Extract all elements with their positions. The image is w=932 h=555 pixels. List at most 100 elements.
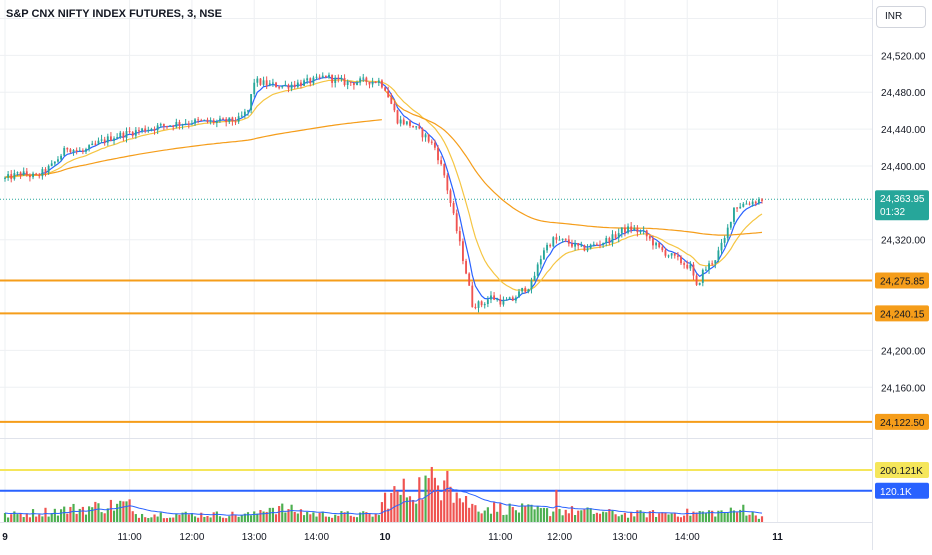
volume-bar bbox=[574, 515, 577, 522]
volume-bar bbox=[265, 511, 268, 522]
volume-bar bbox=[368, 513, 371, 522]
volume-bar bbox=[564, 509, 567, 522]
volume-bar bbox=[483, 510, 486, 522]
candle-body bbox=[324, 75, 327, 78]
volume-bar bbox=[147, 518, 150, 522]
candle-body bbox=[113, 138, 115, 141]
volume-bar bbox=[745, 515, 748, 522]
candle-body bbox=[119, 132, 122, 138]
volume-bar bbox=[505, 514, 508, 522]
candle-body bbox=[150, 128, 153, 130]
candle-body bbox=[268, 83, 271, 86]
candle-body bbox=[334, 77, 337, 83]
volume-bar bbox=[602, 511, 605, 522]
candle-body bbox=[371, 81, 374, 85]
volume-bar bbox=[106, 508, 109, 522]
volume-bar bbox=[471, 503, 474, 522]
volume-bar bbox=[72, 503, 75, 522]
volume-bar bbox=[100, 512, 103, 522]
candle-body bbox=[704, 269, 707, 271]
time-axis[interactable]: 9 11:00 12:00 13:00 14:00 10 11:00 12:00 13:00 14… bbox=[2, 532, 783, 543]
candle-body bbox=[421, 128, 424, 138]
volume-bar bbox=[203, 516, 206, 522]
candle-body bbox=[10, 174, 13, 180]
candle-body bbox=[265, 80, 268, 86]
volume-bar bbox=[477, 511, 480, 522]
candle-body bbox=[583, 245, 586, 251]
volume-bar bbox=[399, 494, 402, 522]
candle-body bbox=[689, 264, 692, 269]
volume-bar bbox=[620, 514, 623, 522]
volume-pane bbox=[3, 466, 764, 522]
volume-bar bbox=[729, 507, 732, 522]
volume-bar bbox=[271, 507, 274, 522]
candle-body bbox=[222, 118, 224, 120]
candle-body bbox=[667, 255, 670, 257]
candle-body bbox=[278, 87, 281, 89]
volume-bar bbox=[630, 512, 633, 522]
horizontal-lines bbox=[0, 198, 872, 492]
candle-body bbox=[32, 173, 34, 178]
volume-bar bbox=[299, 509, 303, 522]
volume-bar bbox=[623, 512, 627, 522]
candle-body bbox=[415, 126, 418, 128]
candle-body bbox=[521, 287, 524, 292]
volume-bar bbox=[197, 517, 200, 522]
candle-body bbox=[505, 299, 508, 301]
volume-bar bbox=[359, 512, 362, 522]
volume-bar bbox=[153, 514, 156, 522]
volume-bar bbox=[250, 515, 253, 522]
candle-body bbox=[412, 125, 415, 128]
candle-body bbox=[293, 84, 296, 87]
candle-body bbox=[561, 238, 564, 240]
price-tick-label: 24,160.00 bbox=[881, 383, 926, 394]
volume-bar bbox=[225, 518, 228, 522]
volume-bar bbox=[577, 510, 580, 522]
volume-bar bbox=[701, 511, 704, 522]
time-tick-label: 13:00 bbox=[612, 532, 637, 543]
candle-body bbox=[595, 244, 598, 246]
volume-bar bbox=[243, 513, 246, 522]
volume-bar bbox=[343, 512, 346, 522]
volume-bar bbox=[670, 513, 673, 522]
volume-bar bbox=[521, 503, 524, 522]
candle-body bbox=[22, 171, 25, 176]
candle-body bbox=[465, 260, 467, 274]
volume-bar bbox=[337, 515, 340, 522]
volume-bar bbox=[679, 517, 683, 522]
volume-bar bbox=[415, 503, 418, 522]
candle-body bbox=[374, 81, 377, 83]
candle-body bbox=[399, 119, 402, 124]
price-axis[interactable]: 24,275.85 24,240.15 24,122.50 24,363.95 01:3… bbox=[875, 14, 929, 499]
volume-bar bbox=[112, 510, 116, 522]
candle-body bbox=[44, 169, 47, 173]
volume-bar bbox=[645, 517, 648, 522]
candle-body bbox=[131, 132, 134, 136]
volume-bar bbox=[617, 516, 620, 522]
candle-body bbox=[571, 243, 573, 247]
candle-body bbox=[686, 264, 689, 269]
candle-body bbox=[387, 90, 390, 98]
volume-bar bbox=[530, 504, 533, 522]
currency-selector[interactable]: INR bbox=[876, 6, 926, 28]
candle-body bbox=[617, 233, 620, 238]
candle-body bbox=[122, 132, 125, 138]
candle-body bbox=[552, 237, 555, 247]
candle-body bbox=[138, 130, 140, 132]
volume-bar bbox=[739, 509, 742, 522]
volume-bar bbox=[312, 512, 315, 522]
candle-body bbox=[228, 117, 231, 123]
volume-bar bbox=[140, 513, 144, 522]
time-tick-label: 11 bbox=[772, 532, 783, 543]
time-tick-label: 12:00 bbox=[179, 532, 204, 543]
candle-body bbox=[72, 149, 75, 153]
candle-body bbox=[57, 159, 59, 162]
candle-body bbox=[680, 256, 682, 264]
volume-bar bbox=[711, 510, 714, 522]
candle-body bbox=[7, 174, 10, 178]
volume-bar bbox=[215, 511, 218, 522]
candle-body bbox=[536, 264, 539, 276]
volume-bar bbox=[25, 513, 28, 522]
